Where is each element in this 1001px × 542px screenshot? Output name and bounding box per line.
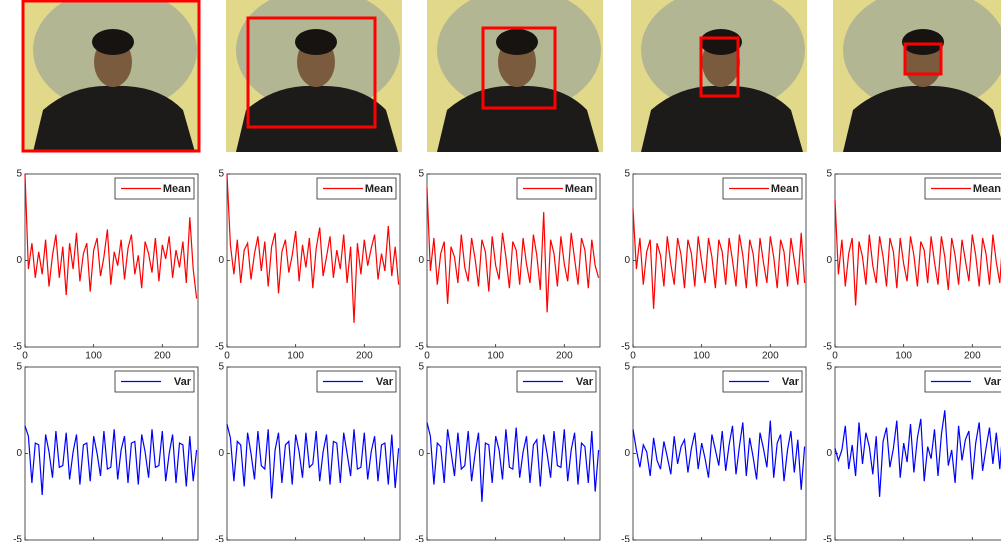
x-tick-label: 200 <box>154 351 171 362</box>
data-line <box>426 187 600 313</box>
legend-label: Mean <box>163 183 191 195</box>
y-tick-label: -5 <box>823 535 832 542</box>
y-tick-label: -5 <box>415 342 424 353</box>
data-line <box>226 423 400 499</box>
roi-box <box>246 16 377 129</box>
plot-area <box>426 173 601 348</box>
y-tick-label: 0 <box>624 255 630 266</box>
roi-box <box>699 36 740 98</box>
y-tick-label: 0 <box>16 448 22 459</box>
data-line <box>632 208 806 309</box>
roi-box <box>21 0 201 153</box>
x-tick-label: 0 <box>424 351 430 362</box>
data-line <box>226 173 400 323</box>
y-tick-label: 0 <box>826 448 832 459</box>
legend-label: Var <box>782 376 800 388</box>
photo <box>23 0 199 152</box>
y-tick-label: -5 <box>415 535 424 542</box>
data-line <box>426 422 600 502</box>
legend-label: Mean <box>565 183 593 195</box>
y-tick-label: 0 <box>16 255 22 266</box>
photo <box>631 0 807 152</box>
x-tick-label: 200 <box>964 351 981 362</box>
x-tick-label: 200 <box>356 351 373 362</box>
roi-box <box>481 26 557 110</box>
y-tick-label: 0 <box>826 255 832 266</box>
y-tick-label: 0 <box>418 255 424 266</box>
photo <box>833 0 1001 152</box>
data-line <box>24 425 198 496</box>
legend-label: Var <box>376 376 394 388</box>
plot-area <box>226 173 401 348</box>
legend-label: Mean <box>771 183 799 195</box>
data-line <box>24 173 198 299</box>
y-tick-label: 5 <box>624 169 630 180</box>
y-tick-label: -5 <box>215 535 224 542</box>
y-tick-label: 5 <box>418 362 424 373</box>
y-tick-label: -5 <box>215 342 224 353</box>
x-tick-label: 200 <box>556 351 573 362</box>
data-line <box>632 420 806 490</box>
x-tick-label: 200 <box>762 351 779 362</box>
roi-box <box>903 42 943 76</box>
data-line <box>834 199 1001 306</box>
y-tick-label: 0 <box>218 448 224 459</box>
legend-label: Var <box>984 376 1001 388</box>
y-tick-label: -5 <box>621 342 630 353</box>
x-tick-label: 100 <box>487 351 504 362</box>
y-tick-label: 5 <box>16 362 22 373</box>
x-tick-label: 0 <box>22 351 28 362</box>
plot-area <box>632 173 807 348</box>
x-tick-label: 100 <box>895 351 912 362</box>
y-tick-label: 0 <box>418 448 424 459</box>
x-tick-label: 0 <box>630 351 636 362</box>
y-tick-label: 5 <box>218 362 224 373</box>
x-tick-label: 0 <box>224 351 230 362</box>
y-tick-label: 0 <box>624 448 630 459</box>
y-tick-label: 5 <box>218 169 224 180</box>
y-tick-label: 5 <box>418 169 424 180</box>
plot-area <box>834 366 1001 541</box>
y-tick-label: -5 <box>13 535 22 542</box>
legend-label: Var <box>576 376 594 388</box>
y-tick-label: 5 <box>826 362 832 373</box>
x-tick-label: 100 <box>287 351 304 362</box>
legend-label: Mean <box>973 183 1001 195</box>
y-tick-label: -5 <box>823 342 832 353</box>
legend-label: Mean <box>365 183 393 195</box>
legend-label: Var <box>174 376 192 388</box>
x-tick-label: 100 <box>693 351 710 362</box>
y-tick-label: -5 <box>13 342 22 353</box>
y-tick-label: 5 <box>826 169 832 180</box>
x-tick-label: 0 <box>832 351 838 362</box>
x-tick-label: 100 <box>85 351 102 362</box>
plot-area <box>24 173 199 348</box>
y-tick-label: -5 <box>621 535 630 542</box>
data-line <box>834 410 1001 497</box>
photo <box>427 0 603 152</box>
y-tick-label: 0 <box>218 255 224 266</box>
y-tick-label: 5 <box>16 169 22 180</box>
y-tick-label: 5 <box>624 362 630 373</box>
